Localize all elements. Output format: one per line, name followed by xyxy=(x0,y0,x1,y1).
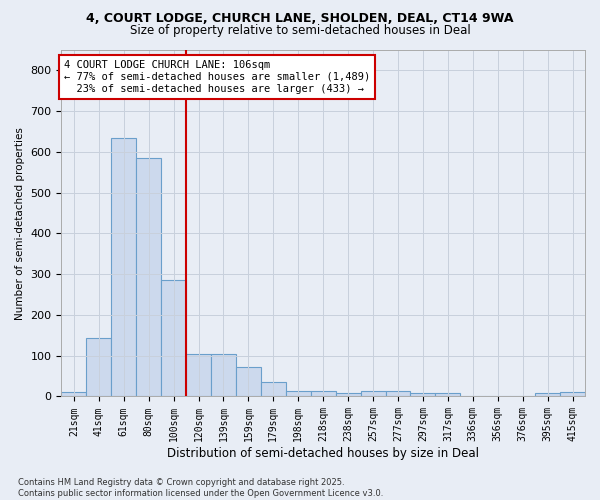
Bar xyxy=(386,391,410,396)
Bar xyxy=(335,393,361,396)
Bar xyxy=(61,392,86,396)
Bar xyxy=(136,158,161,396)
Text: Contains HM Land Registry data © Crown copyright and database right 2025.
Contai: Contains HM Land Registry data © Crown c… xyxy=(18,478,383,498)
Y-axis label: Number of semi-detached properties: Number of semi-detached properties xyxy=(15,127,25,320)
Bar xyxy=(186,354,211,397)
Bar xyxy=(261,382,286,396)
Bar xyxy=(560,392,585,396)
Bar xyxy=(361,391,386,396)
Bar xyxy=(436,393,460,396)
Bar xyxy=(111,138,136,396)
Bar xyxy=(86,338,111,396)
Bar xyxy=(211,354,236,397)
Bar xyxy=(410,393,436,396)
Text: Size of property relative to semi-detached houses in Deal: Size of property relative to semi-detach… xyxy=(130,24,470,37)
Bar xyxy=(311,391,335,396)
Text: 4 COURT LODGE CHURCH LANE: 106sqm
← 77% of semi-detached houses are smaller (1,4: 4 COURT LODGE CHURCH LANE: 106sqm ← 77% … xyxy=(64,60,370,94)
Bar xyxy=(236,367,261,396)
Text: 4, COURT LODGE, CHURCH LANE, SHOLDEN, DEAL, CT14 9WA: 4, COURT LODGE, CHURCH LANE, SHOLDEN, DE… xyxy=(86,12,514,26)
Bar xyxy=(286,391,311,396)
Bar xyxy=(161,280,186,396)
X-axis label: Distribution of semi-detached houses by size in Deal: Distribution of semi-detached houses by … xyxy=(167,447,479,460)
Bar xyxy=(535,393,560,396)
